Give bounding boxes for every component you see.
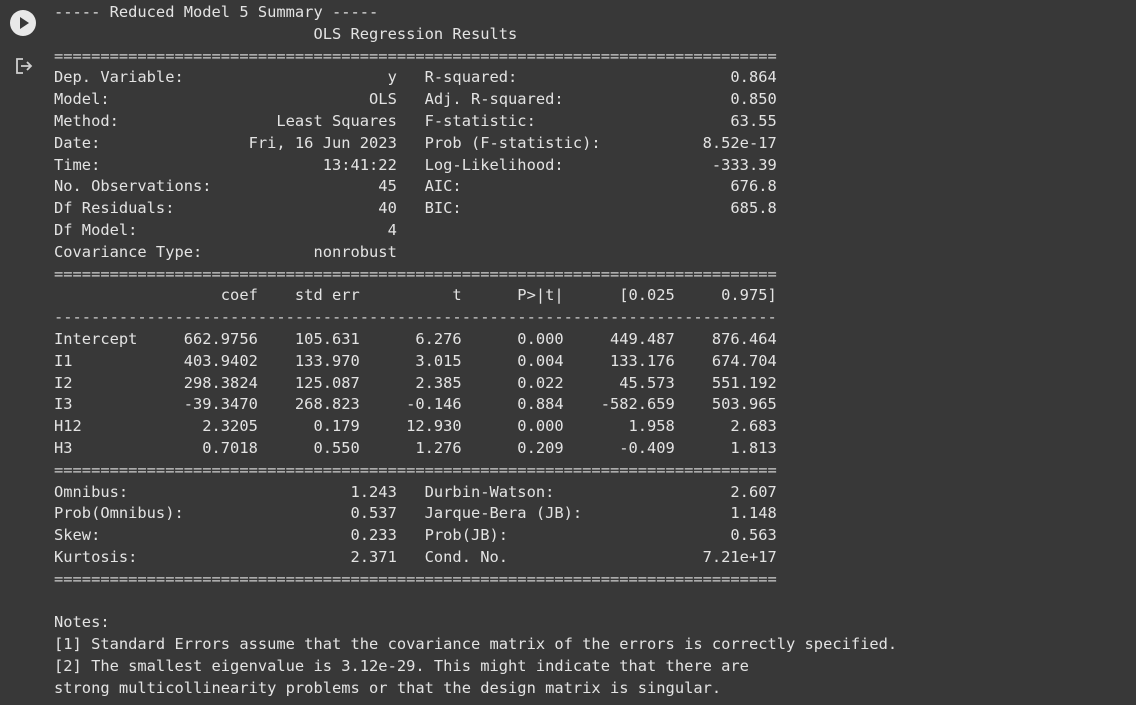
- coef-table-row: H12 2.3205 0.179 12.930 0.000 1.958 2.68…: [54, 417, 777, 436]
- separator-rule: ----------------------------------------…: [54, 308, 777, 327]
- model-info-row: Method: Least Squares F-statistic: 63.55: [54, 111, 777, 130]
- model-info-row: Date: Fri, 16 Jun 2023 Prob (F-statistic…: [54, 133, 777, 152]
- coef-table-header: coef std err t P>|t| [0.025 0.975]: [54, 286, 777, 305]
- diagnostics-row: Kurtosis: 2.371 Cond. No. 7.21e+17: [54, 547, 777, 566]
- separator-rule: ========================================…: [54, 460, 777, 479]
- play-circle-icon[interactable]: [10, 10, 36, 36]
- note-line: [2] The smallest eigenvalue is 3.12e-29.…: [54, 656, 749, 675]
- separator-rule: ========================================…: [54, 569, 777, 588]
- separator-rule: ========================================…: [54, 46, 777, 65]
- cell-output-text: ----- Reduced Model 5 Summary ----- OLS …: [54, 2, 897, 700]
- diagnostics-row: Prob(Omnibus): 0.537 Jarque-Bera (JB): 1…: [54, 504, 777, 523]
- cell-gutter: [0, 0, 46, 705]
- model-info-row: Covariance Type: nonrobust: [54, 242, 397, 261]
- model-info-row: Model: OLS Adj. R-squared: 0.850: [54, 90, 777, 109]
- note-line: [1] Standard Errors assume that the cova…: [54, 635, 898, 654]
- summary-header: ----- Reduced Model 5 Summary -----: [54, 3, 379, 21]
- model-info-row: Time: 13:41:22 Log-Likelihood: -333.39: [54, 155, 777, 174]
- notes-title: Notes:: [54, 613, 110, 632]
- coef-table-row: H3 0.7018 0.550 1.276 0.209 -0.409 1.813: [54, 438, 777, 457]
- diagnostics-row: Omnibus: 1.243 Durbin-Watson: 2.607: [54, 482, 777, 501]
- results-title: OLS Regression Results: [54, 24, 518, 43]
- model-info-row: Df Residuals: 40 BIC: 685.8: [54, 199, 777, 218]
- model-info-row: Df Model: 4: [54, 220, 397, 239]
- diagnostics-row: Skew: 0.233 Prob(JB): 0.563: [54, 526, 777, 545]
- coef-table-row: I1 403.9402 133.970 3.015 0.004 133.176 …: [54, 351, 777, 370]
- coef-table-row: I2 298.3824 125.087 2.385 0.022 45.573 5…: [54, 373, 777, 392]
- blank-line: [54, 591, 897, 613]
- coef-table-row: I3 -39.3470 268.823 -0.146 0.884 -582.65…: [54, 395, 777, 414]
- model-info-row: Dep. Variable: y R-squared: 0.864: [54, 68, 777, 87]
- note-line: strong multicollinearity problems or tha…: [54, 678, 722, 697]
- coef-table-row: Intercept 662.9756 105.631 6.276 0.000 4…: [54, 329, 777, 348]
- separator-rule: ========================================…: [54, 264, 777, 283]
- output-redirect-icon[interactable]: [14, 57, 34, 75]
- model-info-row: No. Observations: 45 AIC: 676.8: [54, 177, 777, 196]
